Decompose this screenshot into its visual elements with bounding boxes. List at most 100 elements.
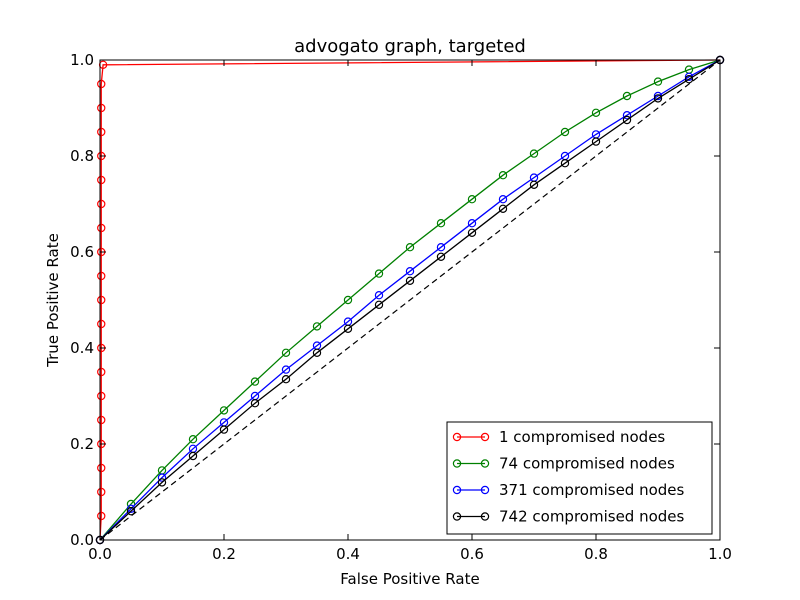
data-point-1-9	[374, 269, 384, 278]
data-point-3-12	[467, 228, 477, 237]
data-point-1-8	[343, 295, 353, 305]
data-point-3-1	[126, 507, 136, 516]
x-tick-label: 0.4	[336, 545, 360, 563]
data-point-2-10	[405, 267, 415, 276]
data-point-3-17	[622, 115, 632, 125]
legend-entry-3: 742 compromised nodes	[452, 508, 685, 526]
legend-marker	[452, 512, 462, 521]
y-tick-label: 0.2	[70, 435, 94, 453]
legend-entry-0: 1 compromised nodes	[452, 428, 665, 446]
data-point-1-13	[498, 170, 508, 180]
y-axis-label: True Positive Rate	[44, 233, 62, 368]
series-line-0	[99, 59, 721, 541]
data-point-2-9	[374, 291, 384, 300]
data-point-2-12	[467, 218, 477, 228]
data-point-0-14	[97, 199, 106, 209]
legend-entry-2: 371 compromised nodes	[452, 481, 685, 499]
y-tick-label: 0.6	[70, 243, 94, 261]
data-point-3-14	[529, 180, 539, 189]
data-point-0-2	[97, 487, 106, 497]
x-tick-label: 0.8	[584, 545, 608, 563]
data-point-0-11	[97, 271, 106, 281]
data-point-2-2	[157, 473, 167, 482]
data-point-0-1	[97, 511, 106, 521]
data-point-1-16	[591, 108, 601, 118]
data-point-1-4	[219, 406, 229, 415]
legend-label-2: 371 compromised nodes	[499, 481, 685, 499]
data-point-3-19	[684, 74, 694, 84]
legend-marker	[452, 459, 462, 468]
data-point-1-17	[622, 91, 632, 101]
data-point-1-3	[188, 435, 198, 444]
data-point-3-8	[343, 324, 353, 333]
plot-frame	[99, 59, 721, 541]
data-point-1-15	[560, 127, 570, 137]
data-point-3-10	[405, 276, 415, 285]
legend-label-0: 1 compromised nodes	[499, 428, 665, 446]
data-point-0-15	[97, 175, 106, 185]
data-point-0-17	[97, 127, 106, 137]
legend-marker	[480, 512, 490, 521]
data-point-0-19	[97, 79, 106, 89]
legend: 1 compromised nodes 74 compromised nodes 3…	[446, 421, 713, 535]
data-point-3-6	[281, 375, 291, 384]
data-point-3-18	[653, 94, 663, 103]
legend-box	[446, 421, 713, 535]
data-point-1-18	[653, 77, 663, 86]
y-tick-label: 0.8	[70, 147, 94, 165]
chart-title: advogato graph, targeted	[294, 36, 526, 57]
legend-label-3: 742 compromised nodes	[499, 508, 685, 526]
x-tick-label: 0.6	[460, 545, 484, 563]
data-point-1-11	[436, 218, 446, 228]
data-point-1-5	[250, 377, 260, 386]
data-point-2-1	[126, 504, 136, 513]
data-point-0-6	[97, 391, 106, 401]
legend-marker	[480, 485, 490, 495]
data-point-3-15	[560, 158, 570, 168]
data-point-0-18	[97, 103, 106, 113]
y-tick-label: 0.0	[70, 531, 94, 549]
x-tick-label: 1.0	[708, 545, 732, 563]
data-point-3-11	[436, 252, 446, 261]
data-point-2-6	[281, 365, 291, 374]
data-point-2-11	[436, 242, 446, 252]
data-point-0-9	[97, 319, 106, 329]
data-point-3-7	[312, 348, 322, 357]
data-point-0-3	[97, 463, 106, 473]
legend-marker	[480, 432, 490, 442]
legend-marker	[480, 459, 490, 468]
data-point-0-5	[97, 415, 106, 425]
reference-diagonal-line	[99, 59, 721, 541]
legend-marker	[452, 485, 462, 495]
y-tick-label: 0.4	[70, 339, 94, 357]
series-line-2	[99, 59, 721, 541]
data-point-1-10	[405, 242, 415, 252]
data-point-1-12	[467, 194, 477, 204]
data-point-3-13	[498, 204, 508, 213]
data-point-1-6	[281, 348, 291, 357]
legend-marker	[452, 432, 462, 442]
data-point-0-7	[97, 367, 106, 377]
data-point-1-14	[529, 149, 539, 158]
x-axis-label: False Positive Rate	[340, 570, 479, 588]
series-line-1	[99, 59, 721, 541]
y-tick-label: 1.0	[70, 51, 94, 69]
data-point-3-16	[591, 137, 601, 146]
data-point-0-13	[97, 223, 106, 233]
data-point-3-3	[188, 451, 198, 461]
data-point-2-17	[622, 110, 632, 120]
data-point-3-5	[250, 399, 260, 408]
data-point-1-7	[312, 322, 322, 331]
data-point-3-2	[157, 478, 167, 487]
x-tick-label: 0.0	[88, 545, 112, 563]
legend-entry-1: 74 compromised nodes	[452, 455, 675, 473]
data-point-2-13	[498, 194, 508, 204]
x-tick-label: 0.2	[212, 545, 236, 563]
data-point-3-9	[374, 300, 384, 309]
data-point-0-10	[97, 295, 106, 305]
series-line-3	[99, 59, 721, 541]
data-point-3-4	[219, 425, 229, 434]
legend-label-1: 74 compromised nodes	[499, 455, 675, 473]
